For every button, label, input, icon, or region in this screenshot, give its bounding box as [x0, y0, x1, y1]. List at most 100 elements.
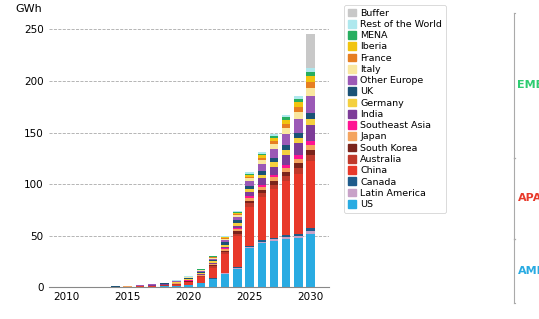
Bar: [282, 145, 291, 150]
Bar: [270, 189, 278, 238]
Bar: [233, 220, 241, 223]
Bar: [270, 185, 278, 189]
Bar: [197, 273, 205, 274]
Bar: [172, 282, 181, 283]
Text: GWh: GWh: [15, 4, 42, 14]
Bar: [197, 271, 205, 272]
Bar: [233, 223, 241, 226]
Bar: [258, 193, 266, 197]
Bar: [294, 132, 302, 138]
Bar: [258, 178, 266, 185]
Bar: [245, 201, 254, 203]
Bar: [294, 174, 302, 234]
Bar: [233, 212, 241, 213]
Bar: [233, 226, 241, 228]
Bar: [306, 68, 315, 72]
Bar: [270, 138, 278, 141]
Bar: [221, 274, 230, 287]
Bar: [245, 246, 254, 247]
Bar: [197, 274, 205, 275]
Bar: [245, 197, 254, 198]
Bar: [221, 239, 230, 241]
Bar: [306, 34, 315, 68]
Bar: [258, 185, 266, 187]
Bar: [282, 150, 291, 155]
Bar: [294, 163, 302, 168]
Bar: [233, 211, 241, 212]
Bar: [197, 278, 205, 283]
Bar: [306, 231, 315, 234]
Bar: [172, 281, 181, 282]
Bar: [245, 174, 254, 175]
Bar: [258, 155, 266, 158]
Bar: [245, 175, 254, 176]
Bar: [270, 141, 278, 145]
Bar: [197, 275, 205, 276]
Bar: [197, 283, 205, 287]
Bar: [221, 237, 230, 238]
Bar: [306, 72, 315, 76]
Bar: [184, 277, 193, 278]
Bar: [233, 215, 241, 217]
Legend: Buffer, Rest of the World, MENA, Iberia, France, Italy, Other Europe, UK, German: Buffer, Rest of the World, MENA, Iberia,…: [344, 5, 446, 213]
Bar: [270, 167, 278, 175]
Bar: [209, 279, 217, 287]
Bar: [184, 278, 193, 279]
Bar: [306, 228, 315, 231]
Bar: [209, 257, 217, 258]
Bar: [245, 248, 254, 287]
Bar: [233, 217, 241, 220]
Bar: [233, 234, 241, 236]
Bar: [172, 285, 181, 286]
Bar: [282, 134, 291, 145]
Bar: [258, 241, 266, 243]
Bar: [282, 168, 291, 172]
Bar: [294, 96, 302, 99]
Bar: [160, 286, 169, 287]
Bar: [245, 207, 254, 246]
Bar: [270, 158, 278, 162]
Bar: [294, 234, 302, 235]
Bar: [233, 213, 241, 214]
Bar: [233, 229, 241, 232]
Bar: [245, 247, 254, 248]
Bar: [221, 236, 230, 237]
Bar: [306, 161, 315, 228]
Bar: [270, 149, 278, 158]
Bar: [221, 249, 230, 250]
Bar: [270, 175, 278, 177]
Bar: [294, 102, 302, 107]
Bar: [306, 155, 315, 161]
Bar: [270, 134, 278, 136]
Bar: [209, 266, 217, 268]
Bar: [270, 238, 278, 239]
Bar: [306, 82, 315, 88]
Bar: [282, 176, 291, 182]
Bar: [282, 172, 291, 176]
Bar: [270, 136, 278, 138]
Bar: [233, 268, 241, 269]
Text: APAC: APAC: [517, 193, 539, 203]
Bar: [209, 262, 217, 263]
Bar: [245, 172, 254, 174]
Bar: [270, 181, 278, 185]
Bar: [221, 245, 230, 247]
Bar: [294, 138, 302, 143]
Bar: [233, 232, 241, 234]
Bar: [258, 154, 266, 155]
Bar: [209, 268, 217, 278]
Bar: [270, 239, 278, 241]
Bar: [160, 285, 169, 286]
Bar: [245, 189, 254, 192]
Bar: [258, 175, 266, 178]
Bar: [245, 203, 254, 207]
Bar: [209, 264, 217, 265]
Bar: [294, 119, 302, 132]
Bar: [233, 214, 241, 215]
Bar: [258, 243, 266, 287]
Bar: [184, 281, 193, 282]
Bar: [294, 235, 302, 238]
Bar: [221, 254, 230, 273]
Bar: [294, 155, 302, 159]
Bar: [221, 241, 230, 242]
